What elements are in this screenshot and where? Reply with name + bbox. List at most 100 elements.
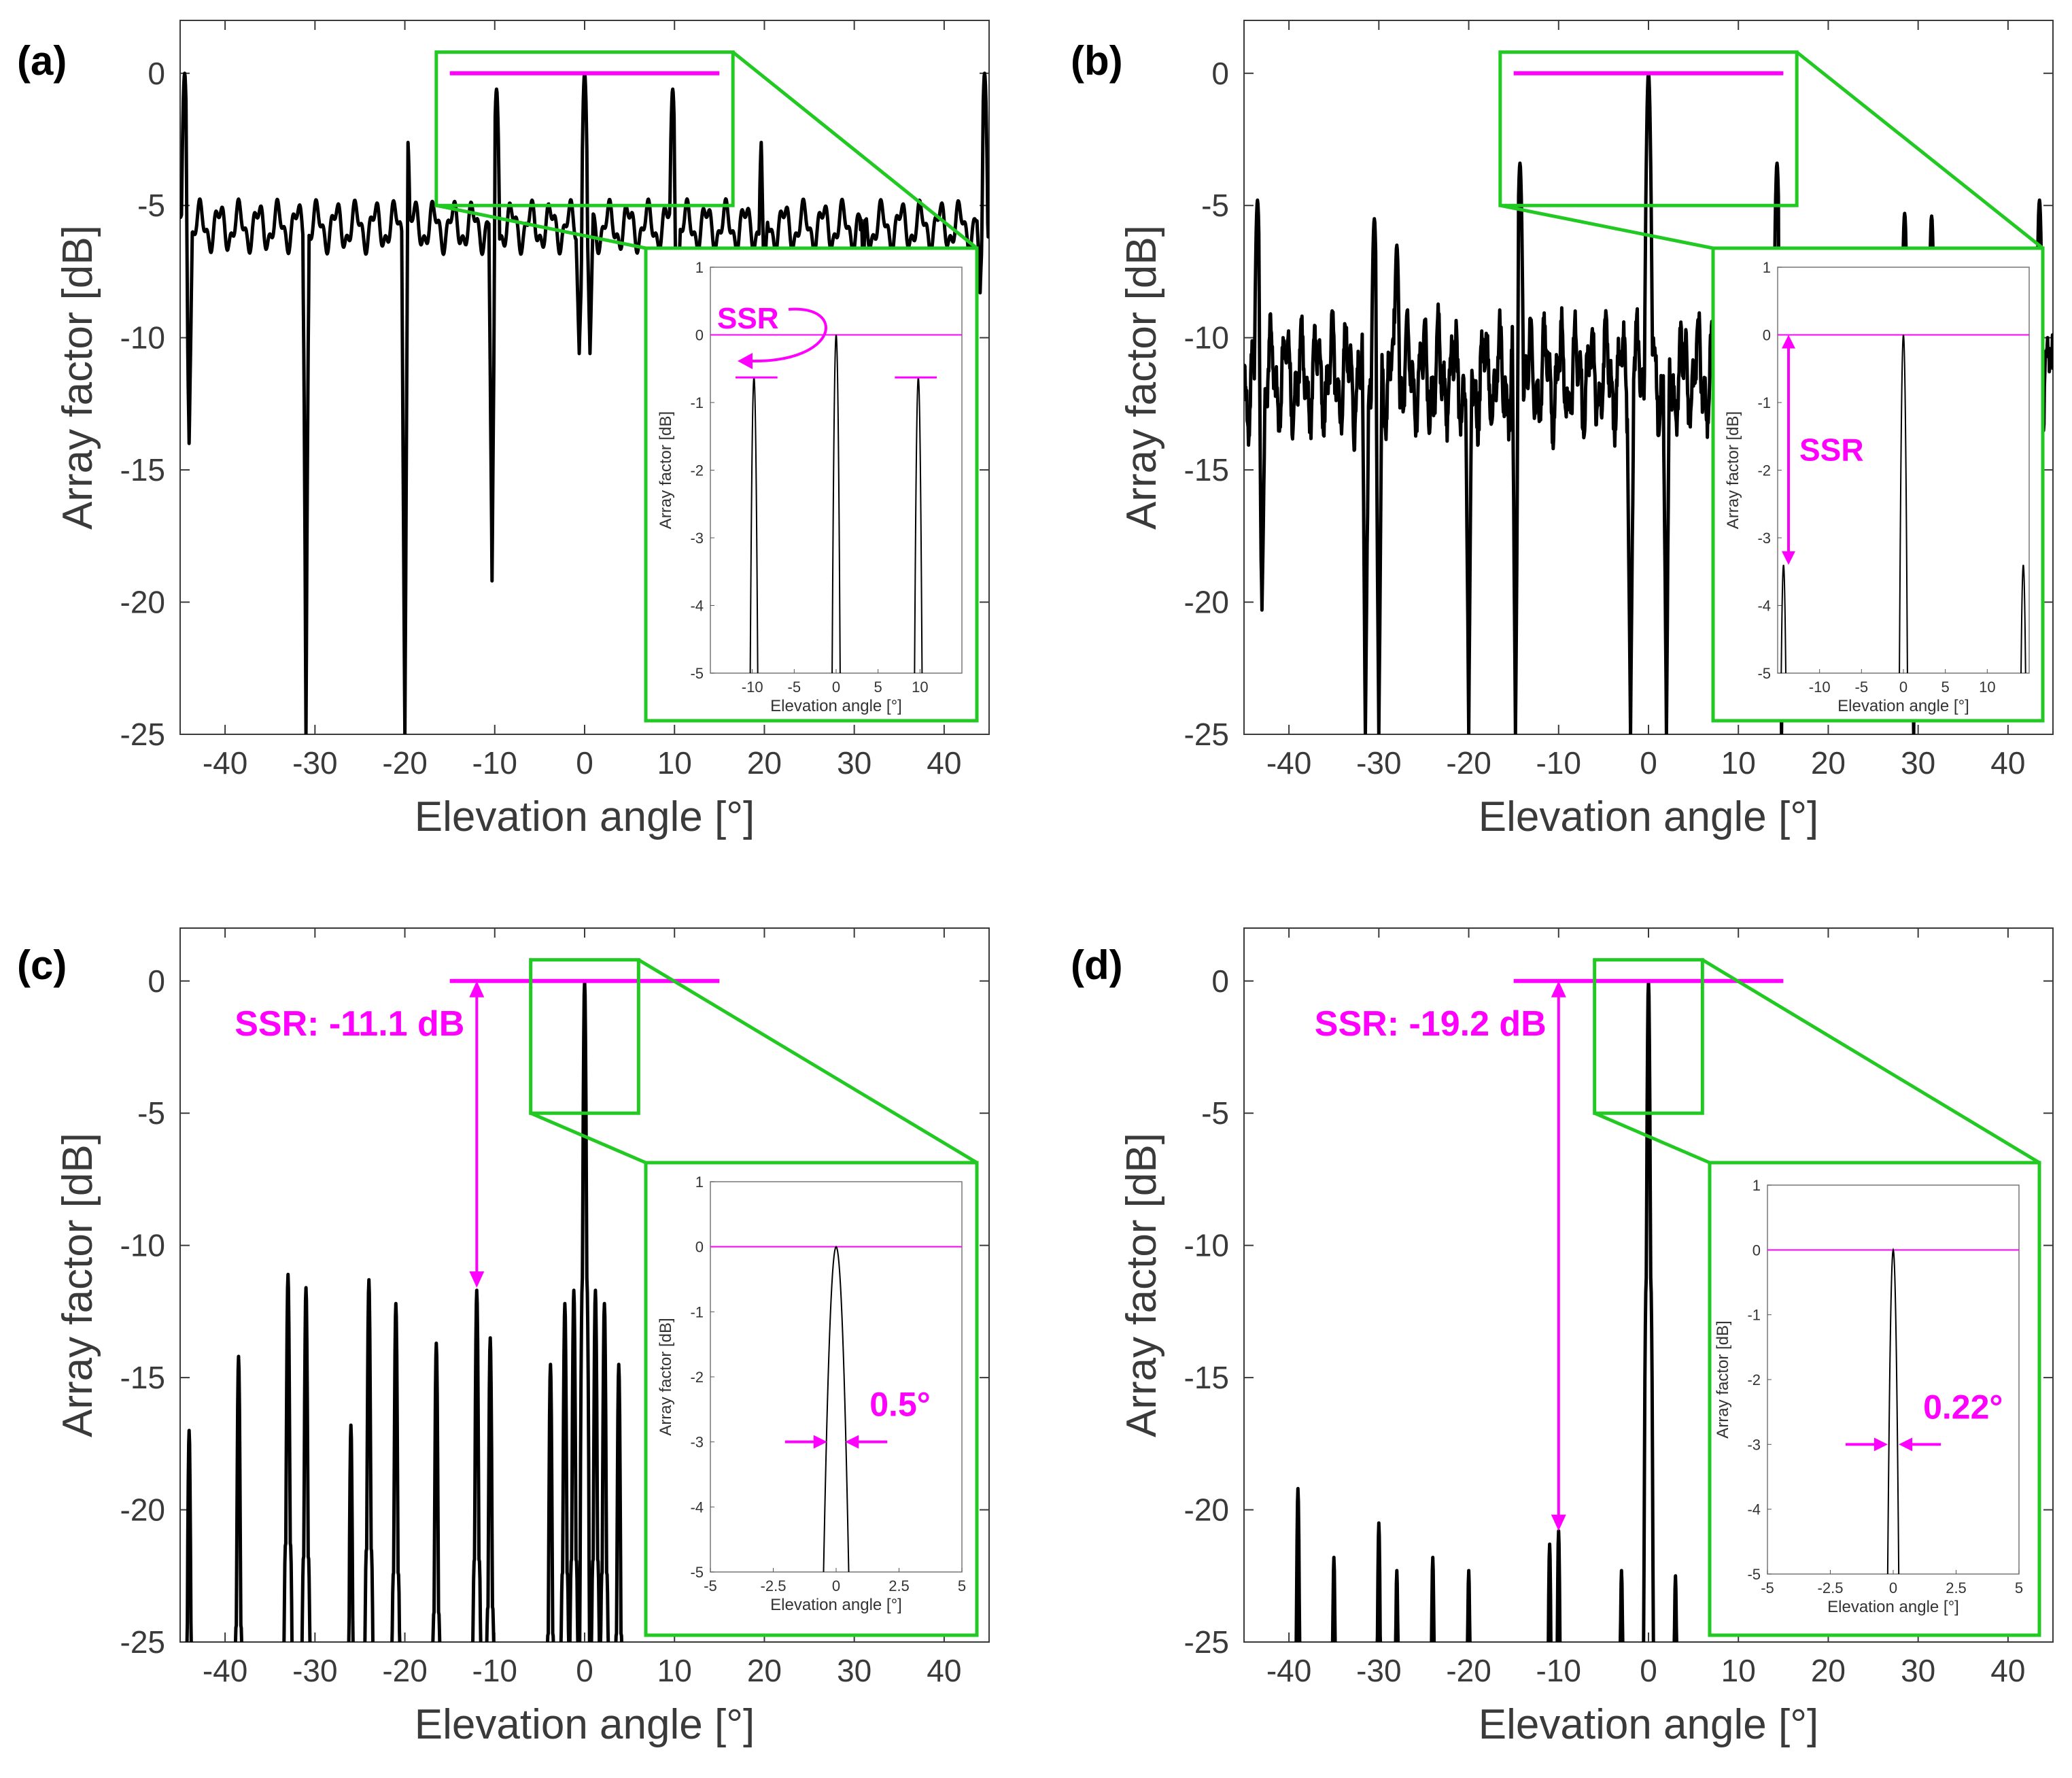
y-tick-label: -20 — [120, 585, 165, 620]
x-tick-label: 0 — [576, 1653, 593, 1688]
inset-x-tick-label: 0 — [1889, 1579, 1897, 1596]
inset-y-tick-label: -1 — [1757, 394, 1771, 411]
inset-y-tick-label: -1 — [690, 394, 704, 411]
inset-y-tick-label: -2 — [690, 462, 704, 479]
y-tick-label: -20 — [120, 1492, 165, 1528]
zoom-connector — [1702, 958, 2041, 1165]
zoom-box — [1498, 50, 1799, 207]
beamwidth-label: 0.5° — [869, 1386, 931, 1424]
inset-x-tick-label: 0 — [1899, 679, 1907, 696]
ssr-arrow-head — [738, 353, 753, 369]
inset-x-tick-label: -5 — [1761, 1579, 1774, 1596]
x-tick-label: -30 — [292, 1653, 337, 1688]
y-tick-label: -10 — [120, 320, 165, 356]
inset-frame — [1767, 1184, 2020, 1575]
x-tick-label: -40 — [203, 1653, 247, 1688]
x-tick-label: 0 — [1640, 745, 1657, 781]
inset-x-tick-label: 0 — [832, 1577, 840, 1594]
inset-y-tick-label: -1 — [690, 1303, 704, 1320]
inset-y-axis-label: Array factor [dB] — [657, 411, 675, 529]
ssr-arrow-head-top — [469, 980, 485, 997]
inset-y-tick-label: -5 — [690, 1564, 704, 1581]
y-axis-label: Array factor [dB] — [1118, 225, 1165, 530]
x-tick-label: 30 — [837, 745, 871, 781]
x-tick-label: 0 — [576, 745, 593, 781]
x-axis-label: Elevation angle [°] — [415, 1701, 755, 1748]
x-tick-label: -40 — [1266, 745, 1311, 781]
inset-x-tick-label: 10 — [1979, 679, 1995, 696]
panel-a: (a)-40 -30 -20 -10 0 10 20 30 400-5-10-15-20-25E… — [17, 20, 990, 840]
ssr-value-label: SSR: -11.1 dB — [235, 1004, 464, 1044]
inset-x-tick-label: -10 — [742, 679, 763, 696]
x-axis-label: Elevation angle [°] — [415, 793, 755, 840]
y-tick-label: -25 — [120, 717, 165, 752]
inset-y-tick-label: -4 — [1747, 1501, 1761, 1518]
inset-x-tick-label: 5 — [958, 1577, 966, 1594]
zoom-connector — [1593, 1111, 1710, 1165]
x-tick-label: 40 — [1990, 1653, 2025, 1688]
zoom-connector — [1795, 50, 2044, 250]
zoom-connector — [731, 50, 978, 250]
inset-peak — [831, 335, 841, 673]
inset-x-tick-label: -2.5 — [761, 1577, 787, 1594]
inset-y-tick-label: 0 — [695, 1239, 704, 1256]
inset-y-tick-label: -2 — [1747, 1371, 1761, 1388]
inset-y-axis-label: Array factor [dB] — [1714, 1320, 1732, 1438]
inset-x-tick-label: -5 — [704, 1577, 717, 1594]
zoom-connector — [436, 203, 646, 250]
x-tick-label: 20 — [1811, 1653, 1846, 1688]
y-tick-label: -5 — [137, 188, 165, 223]
ssr-label: SSR — [717, 302, 778, 335]
inset-x-tick-label: 2.5 — [1946, 1579, 1967, 1596]
inset-y-tick-label: 0 — [1763, 327, 1771, 344]
inset-peak — [1899, 335, 1908, 673]
x-tick-label: 30 — [1901, 1653, 1935, 1688]
y-tick-label: -20 — [1184, 1492, 1229, 1528]
x-tick-label: -10 — [1536, 745, 1581, 781]
y-tick-label: 0 — [1211, 56, 1229, 91]
x-tick-label: 40 — [1990, 745, 2025, 781]
x-tick-label: 10 — [657, 745, 692, 781]
inset-y-tick-label: -3 — [690, 530, 704, 547]
y-tick-label: -15 — [120, 452, 165, 488]
x-tick-label: 10 — [657, 1653, 692, 1688]
inset-peak — [823, 1245, 850, 1572]
y-tick-label: 0 — [148, 56, 165, 91]
inset-frame — [710, 1181, 963, 1573]
y-axis-label: Array factor [dB] — [1118, 1133, 1165, 1437]
inset-y-tick-label: -4 — [690, 598, 704, 615]
inset-y-tick-label: 1 — [1752, 1177, 1761, 1194]
inset-y-tick-label: 0 — [695, 327, 704, 344]
y-tick-label: -10 — [1184, 1228, 1229, 1263]
inset-y-tick-label: -3 — [1757, 530, 1771, 547]
y-tick-label: -15 — [120, 1360, 165, 1395]
y-tick-label: 0 — [1211, 963, 1229, 999]
inset-x-axis-label: Elevation angle [°] — [770, 1596, 902, 1614]
inset-x-axis-label: Elevation angle [°] — [770, 697, 902, 715]
panel-d: (d)-40 -30 -20 -10 0 10 20 30 400-5-10-15-20-25E… — [1071, 927, 2054, 1748]
inset-y-tick-label: -2 — [690, 1369, 704, 1386]
x-tick-label: -10 — [1536, 1653, 1581, 1688]
inset-x-tick-label: 5 — [1941, 679, 1950, 696]
x-tick-label: 10 — [1721, 745, 1756, 781]
inset-y-tick-label: -3 — [1747, 1436, 1761, 1453]
ssr-curved-arrow — [750, 307, 827, 363]
x-tick-label: -10 — [472, 745, 517, 781]
inset-peak — [1780, 564, 1786, 673]
inset-x-tick-label: 2.5 — [888, 1577, 910, 1594]
ssr-arrow-head-bottom — [1551, 1514, 1566, 1531]
panel-label: (c) — [17, 942, 67, 988]
x-axis-label: Elevation angle [°] — [1479, 793, 1818, 840]
beamwidth-label: 0.22° — [1923, 1388, 2003, 1426]
inset-y-tick-label: -1 — [1747, 1307, 1761, 1324]
y-tick-label: -10 — [120, 1228, 165, 1263]
inset-y-tick-label: 0 — [1752, 1242, 1761, 1259]
inset-x-tick-label: -5 — [788, 679, 801, 696]
ssr-arrow-head-top — [1551, 980, 1566, 997]
y-axis-label: Array factor [dB] — [54, 1133, 101, 1437]
inset-y-tick-label: -2 — [1757, 462, 1771, 479]
inset-x-tick-label: -2.5 — [1818, 1579, 1844, 1596]
x-tick-label: 20 — [747, 745, 782, 781]
ssr-arrow-head-bottom — [1782, 551, 1795, 565]
